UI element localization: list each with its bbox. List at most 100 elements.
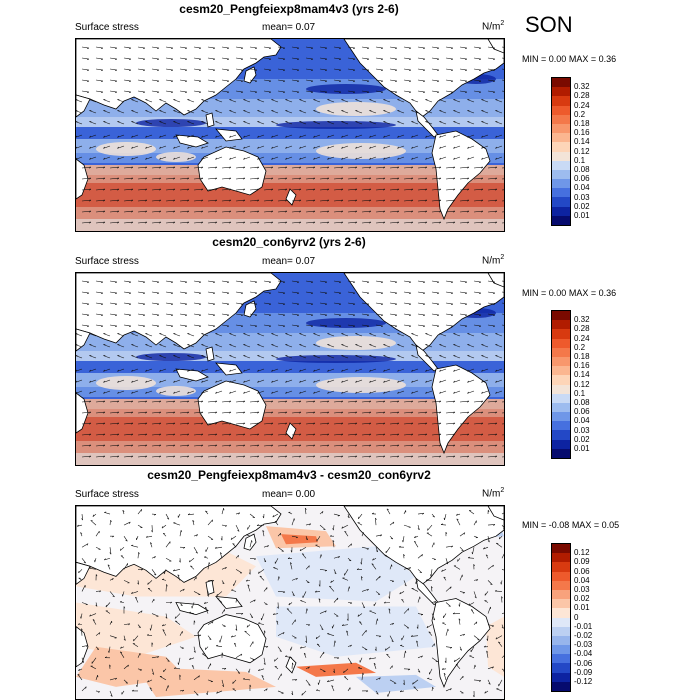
wind-vector: [333, 177, 343, 180]
wind-vector-head: [301, 693, 303, 696]
wind-vector: [109, 291, 117, 294]
wind-vector-head: [404, 584, 407, 587]
wind-vector: [403, 422, 413, 425]
wind-vector-head: [397, 146, 399, 149]
wind-vector: [313, 99, 321, 103]
wind-vector: [81, 585, 86, 592]
wind-vector: [249, 433, 259, 436]
wind-vector: [235, 221, 245, 224]
wind-vector: [403, 624, 410, 629]
wind-vector-head: [394, 325, 398, 328]
wind-vector-head: [310, 47, 314, 50]
wind-vector-head: [103, 411, 106, 414]
wind-vector-head: [271, 369, 273, 372]
wind-vector-head: [495, 391, 497, 394]
wind-vector-head: [383, 146, 385, 149]
wind-vector: [189, 612, 195, 614]
wind-vector-head: [142, 58, 146, 61]
wind-vector-head: [254, 292, 258, 295]
wind-vector-head: [450, 688, 452, 691]
wind-vector: [151, 68, 159, 71]
wind-vector-head: [355, 391, 357, 394]
wind-vector-head: [285, 422, 288, 425]
wind-vector-head: [128, 325, 132, 328]
wind-vector: [473, 621, 478, 625]
wind-vector: [341, 110, 349, 114]
wind-vector-head: [467, 369, 469, 372]
wind-vector: [291, 444, 301, 447]
wind-vector: [94, 558, 97, 563]
colorbar-swatch: [552, 188, 570, 198]
wind-vector-head: [89, 135, 91, 138]
wind-vector: [258, 668, 265, 672]
wind-vector-head: [152, 672, 155, 675]
wind-vector: [403, 400, 413, 403]
wind-vector-head: [464, 91, 468, 94]
wind-vector-head: [234, 642, 237, 645]
wind-vector-head: [215, 380, 217, 383]
wind-vector-head: [341, 146, 343, 149]
wind-vector: [411, 145, 419, 149]
wind-vector-head: [478, 69, 482, 72]
wind-vector-head: [89, 614, 92, 617]
wind-vector-head: [313, 411, 316, 414]
wind-vector: [165, 79, 173, 82]
wind-vector-head: [453, 422, 456, 425]
wind-vector: [383, 379, 391, 383]
wind-vector-head: [215, 166, 218, 169]
wind-vector: [193, 675, 200, 681]
wind-vector-head: [421, 554, 423, 557]
wind-vector-head: [183, 588, 185, 591]
wind-vector: [329, 585, 335, 592]
wind-vector-head: [215, 210, 218, 213]
wind-vector: [165, 444, 175, 447]
wind-vector-head: [310, 281, 314, 284]
wind-vector-head: [159, 433, 162, 436]
wind-vector: [313, 390, 321, 394]
wind-vector: [397, 344, 405, 348]
wind-vector: [481, 121, 489, 125]
wind-vector-head: [145, 146, 147, 149]
wind-vector: [330, 580, 335, 583]
wind-vector-head: [383, 157, 385, 160]
wind-vector-head: [411, 177, 414, 180]
wind-vector: [117, 121, 125, 125]
wind-vector-head: [456, 518, 459, 521]
wind-vector: [389, 580, 394, 582]
wind-vector: [81, 188, 91, 191]
wind-vector-head: [96, 648, 99, 650]
wind-vector-head: [313, 210, 316, 213]
wind-vector: [145, 368, 153, 372]
wind-vector: [81, 302, 89, 305]
wind-vector: [389, 521, 395, 526]
wind-vector: [123, 324, 131, 327]
wind-vector: [361, 221, 371, 224]
wind-vector: [109, 79, 117, 82]
wind-vector: [201, 333, 209, 337]
wind-vector: [165, 455, 175, 458]
wind-vector: [347, 400, 357, 403]
wind-vector: [495, 333, 503, 337]
wind-vector: [431, 433, 441, 436]
wind-vector: [417, 324, 425, 327]
wind-vector: [235, 166, 245, 169]
wind-vector-head: [254, 80, 258, 83]
wind-vector: [305, 291, 313, 294]
wind-vector-head: [481, 369, 483, 372]
wind-vector-head: [422, 47, 426, 50]
wind-vector: [235, 324, 243, 327]
colorbar-swatch: [552, 347, 570, 357]
colorbar-tick-label: 0.16: [574, 128, 590, 138]
wind-vector: [333, 569, 337, 575]
wind-vector: [291, 455, 301, 458]
panel-2-units-exp: 2: [500, 254, 505, 261]
wind-vector-head: [397, 380, 399, 383]
wind-vector-head: [103, 369, 105, 372]
wind-vector-head: [478, 303, 482, 306]
wind-vector: [487, 221, 497, 224]
panel-1-mean: mean= 0.07: [262, 22, 315, 33]
wind-vector-head: [226, 69, 230, 72]
wind-vector: [361, 68, 369, 71]
colorbar-tick-label: 0.18: [574, 119, 590, 128]
panel-2-minmax: MIN = 0.00 MAX = 0.36: [522, 288, 616, 298]
